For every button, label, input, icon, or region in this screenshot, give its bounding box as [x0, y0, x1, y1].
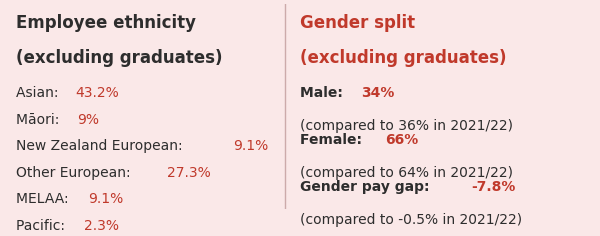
Text: New Zealand European:: New Zealand European:: [16, 139, 187, 153]
Text: Female:: Female:: [300, 133, 367, 147]
Text: Māori:: Māori:: [16, 113, 64, 126]
Text: (compared to 36% in 2021/22): (compared to 36% in 2021/22): [300, 119, 513, 133]
Text: 9%: 9%: [77, 113, 99, 126]
Text: Employee ethnicity: Employee ethnicity: [16, 14, 196, 32]
Text: (excluding graduates): (excluding graduates): [300, 49, 506, 67]
Text: 9.1%: 9.1%: [89, 192, 124, 206]
Text: Gender split: Gender split: [300, 14, 415, 32]
Text: Male:: Male:: [300, 86, 348, 100]
Text: 66%: 66%: [385, 133, 418, 147]
Text: MELAA:: MELAA:: [16, 192, 73, 206]
Text: Other European:: Other European:: [16, 166, 135, 180]
Text: (excluding graduates): (excluding graduates): [16, 49, 223, 67]
Text: Gender pay gap:: Gender pay gap:: [300, 180, 434, 194]
Text: Asian:: Asian:: [16, 86, 63, 100]
Text: 34%: 34%: [361, 86, 394, 100]
Text: 9.1%: 9.1%: [233, 139, 269, 153]
Text: (compared to -0.5% in 2021/22): (compared to -0.5% in 2021/22): [300, 213, 522, 227]
Text: -7.8%: -7.8%: [471, 180, 515, 194]
Text: 27.3%: 27.3%: [167, 166, 211, 180]
Text: Pacific:: Pacific:: [16, 219, 70, 233]
Text: 43.2%: 43.2%: [76, 86, 119, 100]
Text: 2.3%: 2.3%: [84, 219, 119, 233]
Text: (compared to 64% in 2021/22): (compared to 64% in 2021/22): [300, 166, 513, 180]
